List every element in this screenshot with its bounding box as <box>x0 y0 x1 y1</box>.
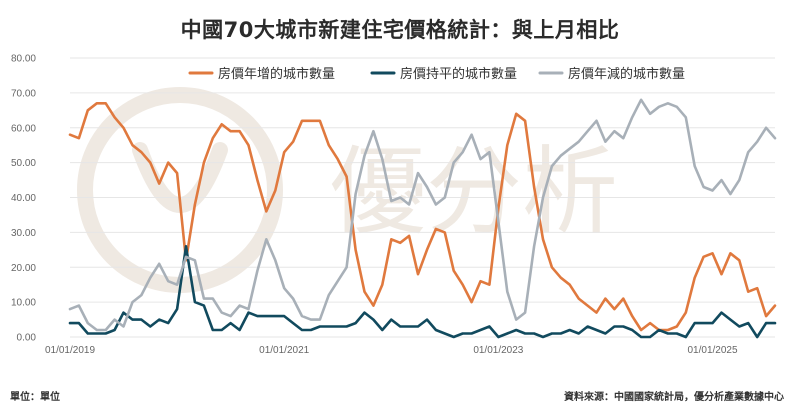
legend-label: 房價持平的城市數量 <box>400 66 517 82</box>
chart-title: 中國70大城市新建住宅價格統計：與上月相比 <box>180 18 620 42</box>
watermark: 優分析 <box>77 87 618 293</box>
y-tick-label: 0.00 <box>17 333 37 344</box>
y-tick-label: 60.00 <box>11 123 36 134</box>
legend-label: 房價年增的城市數量 <box>218 66 335 82</box>
watermark-text: 優分析 <box>330 136 618 248</box>
unit-note: 單位：單位 <box>10 392 60 403</box>
source-note: 資料來源：中國國家統計局，優分析產業數據中心 <box>564 392 784 403</box>
y-tick-label: 40.00 <box>11 193 36 204</box>
x-tick-label: 01/01/2019 <box>45 345 95 356</box>
y-tick-label: 50.00 <box>11 158 36 169</box>
y-tick-label: 30.00 <box>11 228 36 239</box>
series-lines <box>68 98 777 339</box>
series-line-3 <box>68 98 777 332</box>
legend: 房價年增的城市數量 房價持平的城市數量 房價年減的城市數量 <box>188 66 685 82</box>
y-tick-label: 20.00 <box>11 263 36 274</box>
x-axis: 01/01/2019 01/01/2021 01/01/2023 01/01/2025 <box>45 345 738 356</box>
legend-label: 房價年減的城市數量 <box>568 66 685 82</box>
y-tick-label: 80.00 <box>11 54 36 65</box>
gridlines <box>70 57 775 338</box>
x-tick-label: 01/01/2025 <box>688 345 738 356</box>
y-tick-label: 70.00 <box>11 88 36 99</box>
y-axis: 0.00 10.00 20.00 30.00 40.00 50.00 60.00 70.00 8… <box>11 54 36 344</box>
x-tick-label: 01/01/2023 <box>473 345 523 356</box>
series-line-2 <box>68 245 777 339</box>
y-tick-label: 10.00 <box>11 298 36 309</box>
x-tick-label: 01/01/2021 <box>259 345 309 356</box>
